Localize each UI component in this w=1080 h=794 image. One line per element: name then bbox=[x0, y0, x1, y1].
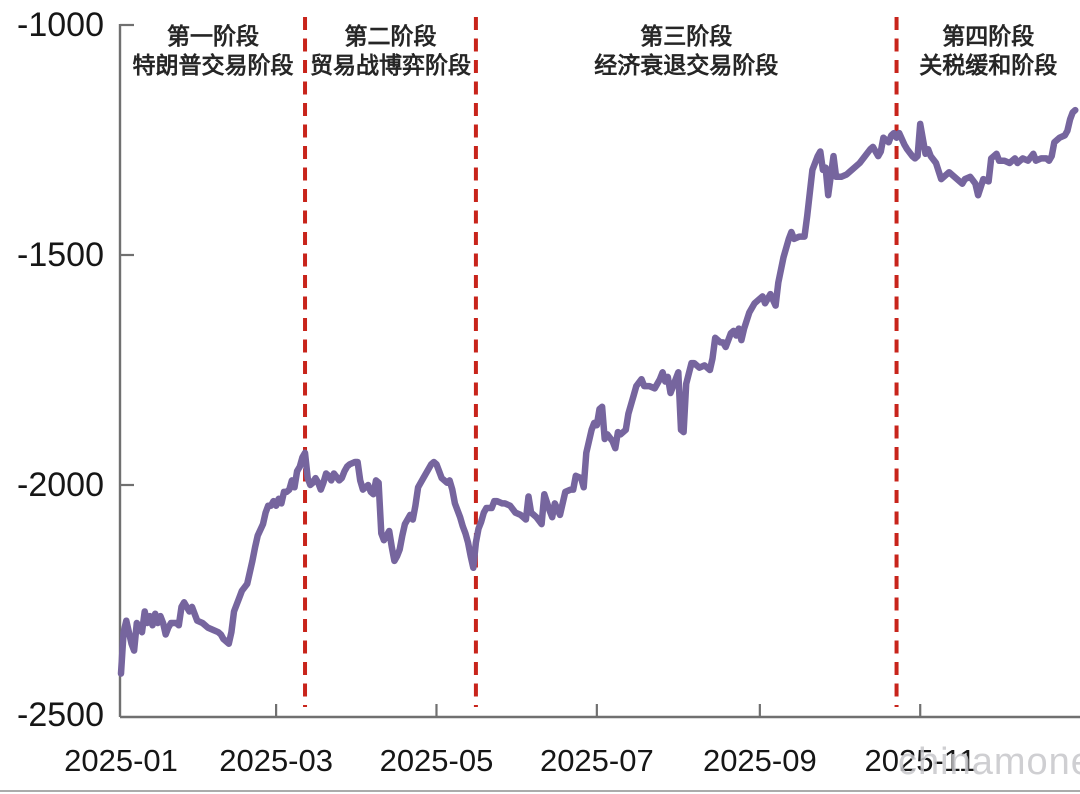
phase-4-title: 第四阶段 bbox=[942, 23, 1035, 50]
phase-label-3: 第三阶段 经济衰退交易阶段 bbox=[594, 22, 778, 80]
phase-label-1: 第一阶段 特朗普交易阶段 bbox=[133, 22, 294, 80]
y-axis-ticks bbox=[120, 23, 134, 487]
x-axis-label-5: 2025-11 bbox=[864, 743, 976, 778]
phase-1-subtitle: 特朗普交易阶段 bbox=[132, 52, 294, 79]
phase-1-title: 第一阶段 bbox=[167, 23, 259, 50]
x-axis-label-1: 2025-03 bbox=[219, 743, 333, 778]
x-axis-label-4: 2025-09 bbox=[702, 743, 817, 778]
phase-label-4: 第四阶段 关税缓和阶段 bbox=[919, 22, 1057, 80]
phase-4-subtitle: 关税缓和阶段 bbox=[919, 52, 1058, 79]
y-axis-label-2: -2000 bbox=[17, 466, 104, 504]
data-series-line bbox=[117, 106, 1079, 677]
x-axis-label-0: 2025-01 bbox=[64, 743, 178, 778]
x-axis-label-3: 2025-07 bbox=[539, 743, 654, 778]
phase-label-2: 第二阶段 贸易战博弈阶段 bbox=[310, 22, 471, 80]
phase-3-subtitle: 经济衰退交易阶段 bbox=[594, 52, 779, 79]
bottom-divider bbox=[0, 790, 1080, 792]
phase-2-subtitle: 贸易战博弈阶段 bbox=[309, 52, 471, 79]
phase-3-title: 第三阶段 bbox=[640, 23, 733, 50]
y-axis-label-3: -2500 bbox=[17, 696, 104, 734]
y-axis-label-0: -1000 bbox=[17, 6, 104, 44]
phase-divider-lines bbox=[303, 17, 899, 707]
x-axis-label-2: 2025-05 bbox=[379, 743, 494, 778]
chinamoney-watermark: chinamoney bbox=[898, 741, 1080, 783]
phase-2-title: 第二阶段 bbox=[344, 23, 437, 50]
x-axis-ticks bbox=[275, 704, 922, 717]
y-axis-label-1: -1500 bbox=[17, 236, 104, 274]
